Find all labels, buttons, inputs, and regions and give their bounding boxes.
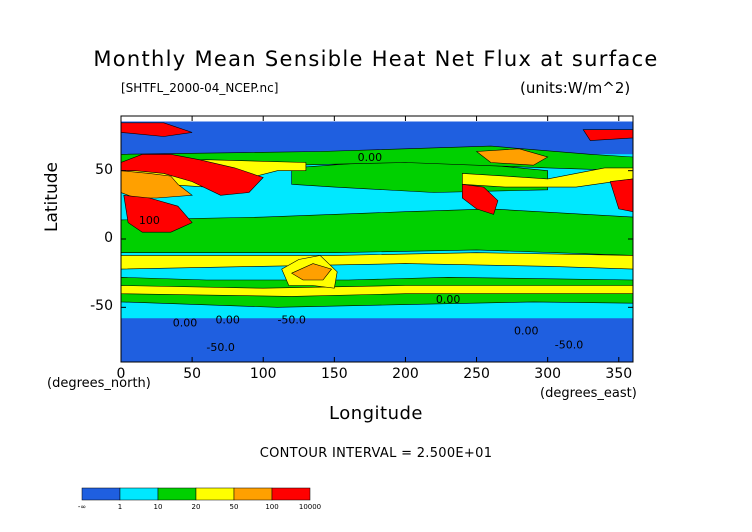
colorbar-label: 100 <box>265 503 279 511</box>
y-tick-label: 0 <box>104 230 113 246</box>
contour-label: -50.0 <box>277 314 305 327</box>
x-tick-label: 350 <box>605 366 633 382</box>
contour-label: 0.00 <box>514 325 539 338</box>
contour-label: 0.00 <box>358 151 383 164</box>
colorbar-swatch <box>81 487 121 501</box>
heatmap-field <box>121 121 633 362</box>
field-region-level-3 <box>121 208 633 256</box>
field-region-level-4 <box>121 285 633 297</box>
field-region-level-4 <box>461 167 633 188</box>
x-tick-label: 50 <box>183 366 202 382</box>
contour-label: -50.0 <box>206 341 234 354</box>
contour-label: 0.00 <box>173 317 198 330</box>
y-axis-label: Latitude <box>42 162 62 232</box>
x-axis-label: Longitude <box>328 403 424 424</box>
colorbar-swatch <box>195 487 235 501</box>
x-tick-label: 150 <box>320 366 348 382</box>
chart-units: (units:W/m^2) <box>520 79 631 97</box>
x-tick-label: 0 <box>116 366 126 382</box>
field-region-level-6 <box>461 183 499 215</box>
colorbar-label: -∞ <box>77 503 87 511</box>
x-tick-label: 300 <box>534 366 562 382</box>
field-region-level-6 <box>121 154 264 196</box>
x-axis-unit: (degrees_east) <box>540 386 637 401</box>
field-region-level-5 <box>475 148 549 166</box>
chart-title: Monthly Mean Sensible Heat Net Flux at s… <box>93 47 659 71</box>
field-region-level-6 <box>582 129 633 141</box>
field-region-level-4 <box>121 252 633 270</box>
colorbar-swatch <box>157 487 197 501</box>
chart-filename: [SHTFL_2000-04_NCEP.nc] <box>121 81 279 95</box>
axis-ticks <box>120 116 633 362</box>
contour-interval-note: CONTOUR INTERVAL = 2.500E+01 <box>259 446 493 461</box>
y-tick-label: -50 <box>90 298 113 315</box>
x-tick-label: 250 <box>463 366 490 382</box>
x-tick-label: 200 <box>392 366 419 382</box>
colorbar-swatch <box>233 487 273 501</box>
field-region-level-5 <box>291 263 333 281</box>
contour-labels: 0.00 0.00 0.00 0.00 0.00 -50.0 -50.0 -50.0 100 <box>139 151 583 354</box>
field-region-level-6 <box>121 122 193 137</box>
contour-label: -50.0 <box>555 338 583 351</box>
colorbar-label: 1 <box>117 503 123 511</box>
colorbar-label: 50 <box>229 503 239 511</box>
field-region-level-6 <box>609 178 633 213</box>
y-tick-label: 50 <box>95 161 113 178</box>
y-axis-unit: (degrees_north) <box>47 376 151 391</box>
field-region-level-6 <box>123 194 193 233</box>
colorbar-label: 10 <box>153 503 163 511</box>
colorbar-label: 20 <box>191 503 201 511</box>
contour-label: 0.00 <box>436 293 461 306</box>
colorbar-swatch <box>271 487 311 501</box>
colorbar-label: 10000 <box>298 503 322 511</box>
contour-label: 0.00 <box>215 314 240 327</box>
x-tick-label: 100 <box>249 366 277 382</box>
field-region-level-5 <box>121 170 193 199</box>
colorbar-swatch <box>119 487 159 501</box>
contour-label: 100 <box>139 214 160 227</box>
colorbar <box>81 487 311 501</box>
